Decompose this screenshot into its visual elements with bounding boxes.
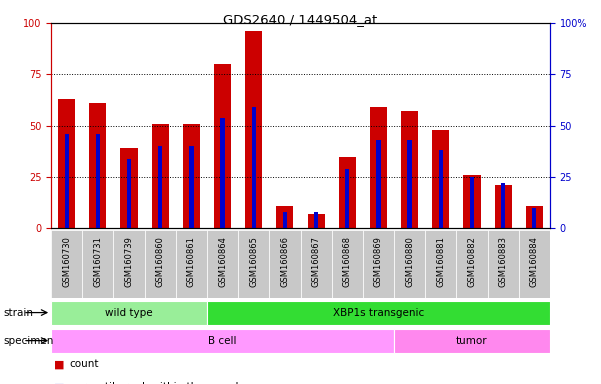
Bar xyxy=(207,230,238,298)
Text: GSM160739: GSM160739 xyxy=(124,236,133,286)
Bar xyxy=(300,230,332,298)
Bar xyxy=(363,230,394,298)
Text: tumor: tumor xyxy=(456,336,488,346)
Bar xyxy=(64,134,69,228)
Bar xyxy=(463,175,481,228)
Text: strain: strain xyxy=(3,308,33,318)
Bar xyxy=(456,230,487,298)
Bar xyxy=(221,118,225,228)
Bar xyxy=(252,107,256,228)
Text: GSM160866: GSM160866 xyxy=(281,236,290,287)
Bar xyxy=(96,134,100,228)
Bar xyxy=(145,230,176,298)
Bar xyxy=(82,230,114,298)
Text: GSM160864: GSM160864 xyxy=(218,236,227,286)
Text: GSM160730: GSM160730 xyxy=(62,236,71,286)
Text: specimen: specimen xyxy=(3,336,53,346)
Bar xyxy=(269,230,300,298)
Bar xyxy=(58,99,75,228)
Bar xyxy=(114,230,145,298)
Bar xyxy=(345,169,349,228)
Bar xyxy=(183,124,200,228)
Bar xyxy=(401,111,418,228)
Text: ■: ■ xyxy=(54,382,64,384)
Bar xyxy=(439,151,443,228)
Text: GDS2640 / 1449504_at: GDS2640 / 1449504_at xyxy=(224,13,377,26)
Bar xyxy=(370,107,387,228)
Bar xyxy=(332,230,363,298)
Bar xyxy=(376,140,380,228)
Bar xyxy=(51,329,394,353)
Text: XBP1s transgenic: XBP1s transgenic xyxy=(333,308,424,318)
Text: GSM160869: GSM160869 xyxy=(374,236,383,286)
Bar xyxy=(394,329,550,353)
Bar xyxy=(487,230,519,298)
Bar xyxy=(470,177,474,228)
Bar xyxy=(158,146,162,228)
Bar xyxy=(426,230,456,298)
Bar xyxy=(519,230,550,298)
Text: GSM160880: GSM160880 xyxy=(405,236,414,286)
Bar xyxy=(532,208,537,228)
Text: GSM160731: GSM160731 xyxy=(93,236,102,286)
Text: GSM160868: GSM160868 xyxy=(343,236,352,287)
Bar xyxy=(314,212,319,228)
Bar xyxy=(127,159,131,228)
Text: percentile rank within the sample: percentile rank within the sample xyxy=(69,382,245,384)
Bar xyxy=(245,31,262,228)
Bar xyxy=(339,157,356,228)
Text: wild type: wild type xyxy=(105,308,153,318)
Text: B cell: B cell xyxy=(209,336,237,346)
Bar xyxy=(495,185,511,228)
Bar xyxy=(407,140,412,228)
Bar xyxy=(207,301,550,324)
Text: GSM160884: GSM160884 xyxy=(530,236,539,286)
Text: GSM160881: GSM160881 xyxy=(436,236,445,286)
Bar xyxy=(432,130,450,228)
Bar xyxy=(501,183,505,228)
Text: GSM160883: GSM160883 xyxy=(499,236,508,287)
Text: GSM160860: GSM160860 xyxy=(156,236,165,286)
Bar xyxy=(238,230,269,298)
Bar xyxy=(51,230,82,298)
Bar xyxy=(90,103,106,228)
Bar xyxy=(282,212,287,228)
Bar xyxy=(151,124,169,228)
Text: GSM160867: GSM160867 xyxy=(311,236,320,287)
Bar xyxy=(176,230,207,298)
Text: GSM160861: GSM160861 xyxy=(187,236,196,286)
Text: GSM160865: GSM160865 xyxy=(249,236,258,286)
Bar xyxy=(526,206,543,228)
Bar xyxy=(189,146,194,228)
Bar xyxy=(394,230,426,298)
Bar xyxy=(120,148,138,228)
Bar xyxy=(51,301,207,324)
Text: ■: ■ xyxy=(54,359,64,369)
Bar xyxy=(276,206,293,228)
Text: GSM160882: GSM160882 xyxy=(468,236,477,286)
Text: count: count xyxy=(69,359,99,369)
Bar xyxy=(308,214,325,228)
Bar xyxy=(214,64,231,228)
